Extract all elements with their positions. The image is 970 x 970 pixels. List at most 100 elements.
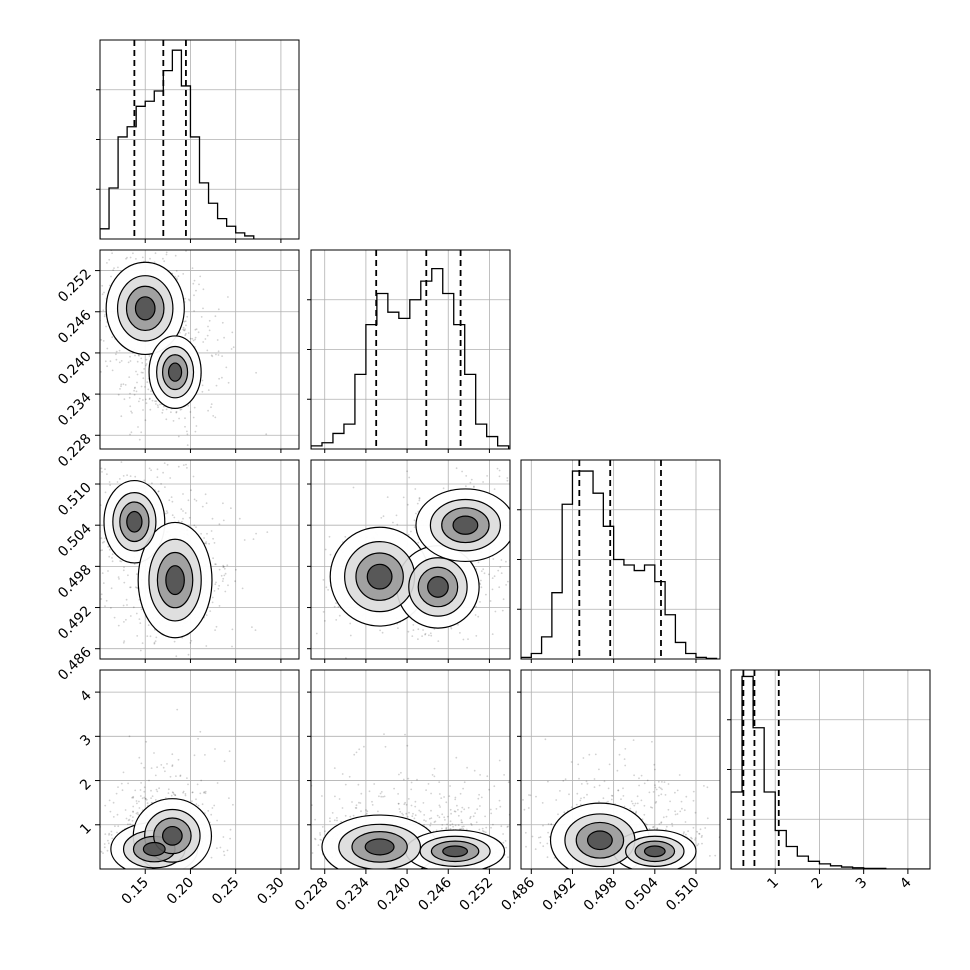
scatter-point	[149, 408, 152, 411]
scatter-point	[183, 320, 186, 323]
scatter-point	[178, 417, 181, 420]
density-contour	[427, 576, 449, 598]
scatter-point	[142, 399, 144, 401]
scatter-point	[120, 360, 123, 362]
scatter-point	[167, 792, 170, 794]
scatter-point	[407, 630, 410, 633]
scatter-point	[227, 584, 229, 587]
scatter-point	[129, 256, 132, 259]
scatter-point	[417, 628, 420, 631]
scatter-point	[477, 561, 480, 564]
scatter-point	[203, 791, 205, 794]
scatter-point	[146, 635, 149, 637]
scatter-point	[499, 566, 502, 569]
scatter-point	[140, 762, 143, 765]
scatter-point	[417, 541, 420, 544]
scatter-point	[186, 315, 189, 318]
scatter-point	[238, 517, 241, 520]
scatter-point	[442, 487, 445, 490]
scatter-point	[122, 641, 125, 644]
scatter-point	[116, 481, 119, 483]
scatter-point	[189, 337, 192, 340]
scatter-point	[189, 411, 192, 413]
scatter-point	[102, 340, 105, 342]
scatter-point	[349, 622, 352, 625]
scatter-point	[212, 557, 215, 560]
scatter-point	[429, 632, 432, 635]
scatter-point	[104, 313, 106, 316]
histogram-step	[311, 268, 510, 449]
scatter-point	[122, 604, 125, 607]
scatter-point	[382, 515, 385, 518]
scatter-point	[184, 320, 187, 323]
scatter-point	[106, 262, 108, 264]
scatter-point	[182, 464, 185, 466]
scatter-point	[165, 251, 168, 254]
scatter-point	[161, 411, 164, 414]
scatter-point	[333, 605, 336, 608]
scatter-point	[102, 582, 105, 584]
scatter-point	[428, 634, 430, 637]
scatter-point	[186, 467, 188, 469]
scatter-point	[176, 708, 179, 711]
scatter-point	[147, 624, 150, 626]
scatter-point	[234, 580, 237, 583]
scatter-point	[430, 634, 433, 637]
scatter-point	[110, 275, 112, 278]
scatter-point	[179, 331, 181, 334]
scatter-point	[380, 517, 383, 519]
scatter-point	[168, 499, 171, 502]
scatter-point	[221, 580, 224, 582]
scatter-point	[205, 614, 208, 616]
scatter-point	[101, 471, 103, 473]
scatter-point	[171, 514, 174, 517]
scatter-point	[335, 619, 338, 621]
scatter-point	[475, 635, 478, 637]
scatter-point	[216, 782, 219, 784]
scatter-point	[129, 405, 132, 408]
scatter-point	[217, 587, 220, 590]
scatter-point	[105, 325, 107, 328]
scatter-point	[211, 601, 214, 604]
scatter-point	[97, 288, 99, 290]
scatter-point	[90, 310, 92, 312]
scatter-point	[167, 788, 170, 791]
scatter-point	[465, 475, 468, 477]
scatter-point	[174, 254, 177, 257]
scatter-point	[208, 329, 211, 332]
scatter-point	[129, 355, 131, 358]
scatter-point	[140, 385, 143, 388]
scatter-point	[110, 607, 112, 609]
scatter-point	[125, 618, 127, 621]
scatter-point	[506, 477, 509, 479]
scatter-point	[130, 431, 133, 434]
scatter-point	[141, 362, 144, 364]
scatter-point	[214, 629, 217, 631]
scatter-point	[145, 798, 148, 801]
scatter-point	[206, 532, 208, 535]
scatter-point	[193, 294, 195, 297]
scatter-point	[222, 564, 225, 567]
scatter-point	[182, 273, 185, 275]
scatter-point	[204, 338, 207, 340]
scatter-point	[107, 545, 110, 548]
scatter-point	[54, 540, 56, 542]
scatter-point	[479, 583, 482, 585]
scatter-point	[192, 339, 195, 342]
scatter-point	[214, 563, 217, 565]
scatter-point	[224, 590, 227, 593]
scatter-point	[207, 389, 210, 391]
scatter-point	[187, 404, 190, 407]
axes-frame	[310, 459, 511, 660]
scatter-point	[211, 517, 214, 520]
scatter-point	[201, 379, 204, 382]
scatter-point	[512, 538, 514, 540]
scatter-point	[131, 412, 133, 414]
scatter-point	[182, 493, 184, 495]
scatter-point	[94, 335, 96, 337]
scatter-point	[208, 319, 211, 322]
scatter-point	[195, 328, 198, 330]
scatter-point	[138, 800, 140, 803]
scatter-point	[114, 825, 116, 828]
axes-frame	[99, 249, 300, 450]
